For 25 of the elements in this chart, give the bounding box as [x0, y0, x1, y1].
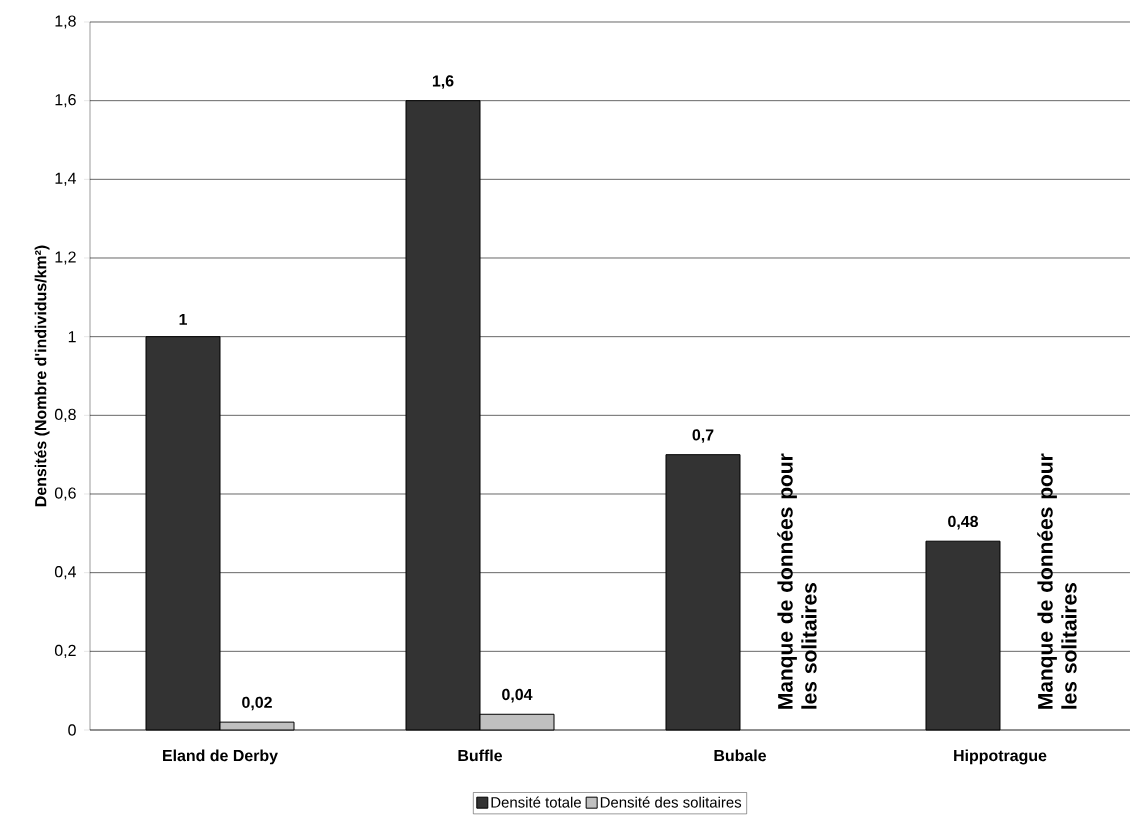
- y-tick-label: 0: [68, 724, 76, 736]
- x-tick-label: Buffle: [458, 749, 503, 762]
- data-label: 0,02: [242, 696, 272, 711]
- y-tick-label: 0,4: [54, 566, 77, 580]
- y-tick-label: 1,6: [55, 94, 76, 108]
- legend-label: Densité totale: [491, 796, 581, 808]
- data-label: 0,48: [948, 515, 979, 530]
- annotation: Manque de données pour les solitaires: [1037, 453, 1077, 709]
- data-label: 1,6: [432, 75, 454, 89]
- y-axis-title: Densités (Nombre d'individus/km²): [34, 245, 50, 507]
- y-tick-label: 0,8: [54, 408, 76, 422]
- y-tick-label: 0,6: [54, 487, 76, 501]
- y-tick-label: 0,2: [54, 644, 76, 658]
- y-tick-label: 1,4: [55, 172, 77, 186]
- y-tick-label: 1,2: [55, 251, 76, 265]
- annotation: Manque de données pour les solitaires: [777, 453, 817, 709]
- legend-label: Densité des solitaires: [600, 796, 742, 808]
- x-tick-label: Bubale: [714, 749, 767, 762]
- data-label: 0,7: [692, 429, 714, 443]
- x-tick-label: Eland de Derby: [163, 749, 278, 765]
- y-tick-label: 1: [68, 331, 76, 343]
- data-label: 0,04: [502, 688, 533, 703]
- x-tick-label: Hippotrague: [954, 749, 1047, 765]
- data-label: 1: [179, 313, 187, 325]
- y-tick-label: 1,8: [55, 15, 76, 29]
